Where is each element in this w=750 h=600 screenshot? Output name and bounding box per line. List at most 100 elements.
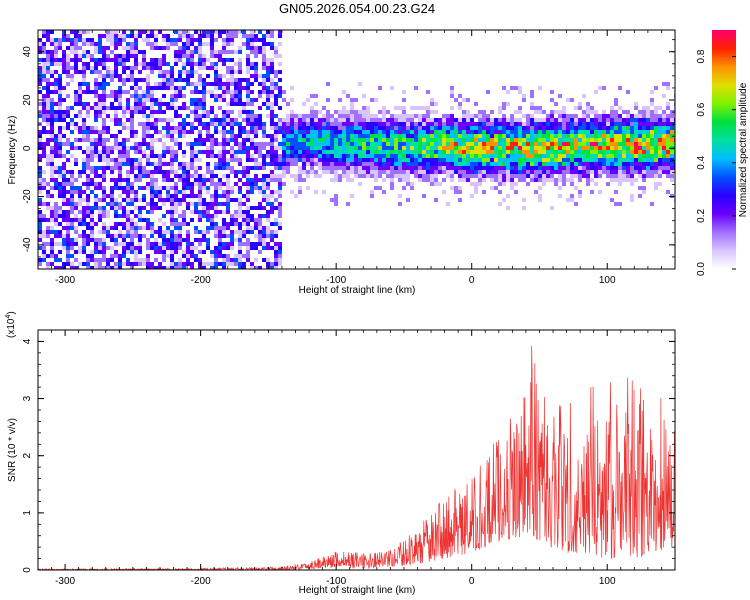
heatmap-cell [450, 174, 454, 178]
heatmap-cell [666, 158, 670, 162]
heatmap-cell [274, 190, 278, 194]
heatmap-cell [394, 150, 398, 154]
heatmap-cell [242, 166, 246, 170]
heatmap-cell [134, 234, 138, 238]
heatmap-cell [166, 42, 170, 46]
heatmap-cell [638, 150, 642, 154]
heatmap-cell [278, 126, 282, 130]
heatmap-cell [98, 130, 102, 134]
heatmap-cell [390, 178, 394, 182]
heatmap-cell [662, 166, 666, 170]
heatmap-cell [658, 150, 662, 154]
heatmap-cell [86, 242, 90, 246]
heatmap-cell [142, 78, 146, 82]
heatmap-cell [146, 94, 150, 98]
heatmap-cell [170, 86, 174, 90]
heatmap-cell [134, 226, 138, 230]
heatmap-cell [102, 34, 106, 38]
heatmap-cell [386, 122, 390, 126]
heatmap-cell [82, 38, 86, 42]
heatmap-cell [174, 114, 178, 118]
snr-scale-suffix: ) [6, 311, 17, 314]
heatmap-cell [202, 250, 206, 254]
heatmap-cell [38, 42, 42, 46]
heatmap-cell [598, 138, 602, 142]
heatmap-cell [278, 242, 282, 246]
heatmap-cell [86, 138, 90, 142]
heatmap-cell [606, 142, 610, 146]
heatmap-cell [226, 86, 230, 90]
heatmap-cell [482, 162, 486, 166]
heatmap-cell [650, 130, 654, 134]
heatmap-cell [126, 214, 130, 218]
heatmap-cell [102, 266, 106, 269]
heatmap-cell [302, 162, 306, 166]
heatmap-cell [70, 262, 74, 266]
heatmap-cell [54, 118, 58, 122]
heatmap-cell [578, 142, 582, 146]
heatmap-cell [182, 210, 186, 214]
heatmap-cell [318, 110, 322, 114]
heatmap-cell [230, 118, 234, 122]
heatmap-cell [502, 134, 506, 138]
heatmap-cell [586, 126, 590, 130]
heatmap-cell [282, 174, 286, 178]
heatmap-cell [250, 30, 254, 34]
heatmap-cell [134, 62, 138, 66]
heatmap-cell [490, 162, 494, 166]
heatmap-cell [298, 178, 302, 182]
heatmap-cell [54, 114, 58, 118]
heatmap-cell [82, 66, 86, 70]
heatmap-cell [374, 98, 378, 102]
heatmap-cell [554, 178, 558, 182]
heatmap-cell [274, 146, 278, 150]
heatmap-cell [594, 122, 598, 126]
heatmap-cell [158, 166, 162, 170]
heatmap-cell [134, 102, 138, 106]
heatmap-cell [58, 90, 62, 94]
heatmap-cell [638, 122, 642, 126]
heatmap-cell [466, 118, 470, 122]
heatmap-cell [486, 174, 490, 178]
heatmap-cell [246, 166, 250, 170]
heatmap-cell [198, 250, 202, 254]
heatmap-cell [206, 202, 210, 206]
heatmap-cell [70, 106, 74, 110]
heatmap-cell [126, 98, 130, 102]
heatmap-cell [670, 194, 674, 198]
colorbar-tick-label: 0.4 [696, 155, 707, 169]
heatmap-cell [342, 122, 346, 126]
heatmap-cell [530, 122, 534, 126]
heatmap-cell [170, 242, 174, 246]
colorbar-tick-label: 0.8 [696, 49, 707, 63]
heatmap-cell [278, 210, 282, 214]
heatmap-cell [658, 182, 662, 186]
heatmap-cell [358, 134, 362, 138]
heatmap-cell [98, 46, 102, 50]
heatmap-cell [210, 34, 214, 38]
heatmap-cell [662, 118, 666, 122]
heatmap-cell [242, 34, 246, 38]
heatmap-cell [350, 118, 354, 122]
heatmap-cell [526, 134, 530, 138]
heatmap-cell [254, 38, 258, 42]
heatmap-cell [74, 202, 78, 206]
heatmap-cell [630, 142, 634, 146]
heatmap-cell [130, 42, 134, 46]
heatmap-cell [346, 134, 350, 138]
heatmap-cell [202, 174, 206, 178]
heatmap-cell [382, 166, 386, 170]
heatmap-cell [126, 226, 130, 230]
heatmap-cell [50, 102, 54, 106]
heatmap-cell [370, 150, 374, 154]
heatmap-cell [626, 110, 630, 114]
heatmap-cell [70, 226, 74, 230]
heatmap-cell [94, 114, 98, 118]
heatmap-cell [202, 138, 206, 142]
heatmap-cell [242, 106, 246, 110]
heatmap-cell [458, 190, 462, 194]
heatmap-cell [458, 102, 462, 106]
heatmap-cell [158, 262, 162, 266]
heatmap-cell [310, 158, 314, 162]
heatmap-cell [130, 106, 134, 110]
